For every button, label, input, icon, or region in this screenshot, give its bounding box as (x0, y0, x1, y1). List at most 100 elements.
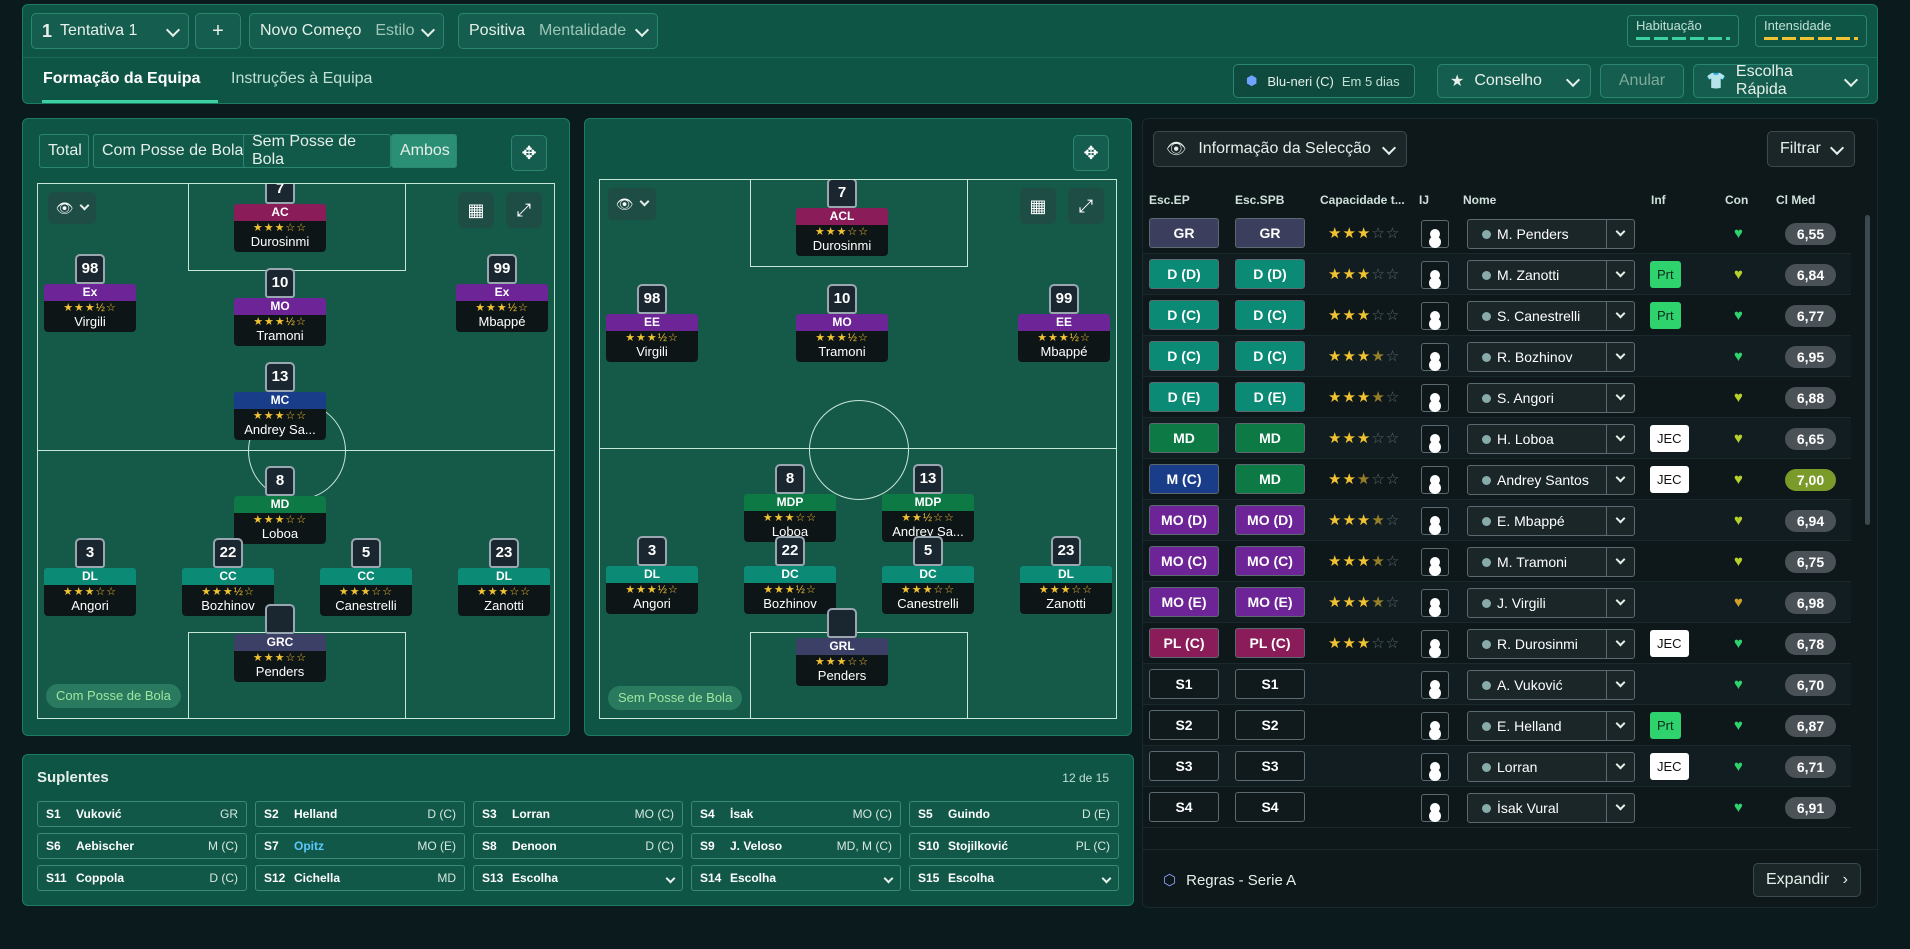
view-toggle-button[interactable]: 👁 (608, 188, 656, 220)
ep-position-button[interactable]: D (E) (1149, 382, 1219, 412)
ep-position-button[interactable]: D (C) (1149, 341, 1219, 371)
player-token[interactable]: 7 ACL ★★★☆☆ Durosinmi (796, 180, 888, 256)
tab-formation[interactable]: Formação da Equipa (43, 70, 201, 87)
next-match-button[interactable]: ⬢ Blu-neri (C) Em 5 dias (1233, 64, 1415, 98)
substitute-slot[interactable]: S13 Escolha (473, 865, 683, 891)
ep-position-button[interactable]: MO (E) (1149, 587, 1219, 617)
header-avg-rating[interactable]: Cl Med (1776, 193, 1816, 207)
table-row[interactable]: MO (D) MO (D) ★★★★☆ E. Mbappé ♥ 6,94 (1143, 500, 1851, 541)
player-name-dropdown[interactable]: S. Canestrelli (1467, 301, 1635, 331)
tactic-dropdown[interactable]: 1 Tentativa 1 (31, 13, 189, 49)
player-token[interactable]: 99 EE ★★★½☆ Mbappé (1018, 284, 1110, 362)
ep-position-button[interactable]: D (C) (1149, 300, 1219, 330)
ep-position-button[interactable]: S2 (1149, 710, 1219, 740)
ep-position-button[interactable]: MO (D) (1149, 505, 1219, 535)
quick-pick-button[interactable]: 👕 Escolha Rápida (1693, 63, 1869, 98)
player-token[interactable]: 8 MD ★★★☆☆ Loboa (234, 466, 326, 544)
ep-position-button[interactable]: MD (1149, 423, 1219, 453)
player-name-dropdown[interactable]: S. Angori (1467, 383, 1635, 413)
spb-position-button[interactable]: GR (1235, 218, 1305, 248)
player-token[interactable]: 13 MC ★★★☆☆ Andrey Sa... (234, 362, 326, 440)
expand-icon[interactable]: ⤢ (1068, 188, 1104, 224)
substitute-slot[interactable]: S14 Escolha (691, 865, 901, 891)
ep-position-button[interactable]: D (D) (1149, 259, 1219, 289)
table-row[interactable]: D (E) D (E) ★★★★☆ S. Angori ♥ 6,88 (1143, 377, 1851, 418)
player-name-dropdown[interactable]: M. Tramoni (1467, 547, 1635, 577)
header-inf[interactable]: Inf (1651, 193, 1666, 207)
player-name-dropdown[interactable]: J. Virgili (1467, 588, 1635, 618)
ep-position-button[interactable]: S1 (1149, 669, 1219, 699)
ep-position-button[interactable]: MO (C) (1149, 546, 1219, 576)
table-row[interactable]: S2 S2 E. Helland Prt ♥ 6,87 (1143, 705, 1851, 746)
spb-position-button[interactable]: S3 (1235, 751, 1305, 781)
player-instructions-button[interactable] (1421, 261, 1449, 289)
table-row[interactable]: GR GR ★★★☆☆ M. Penders ♥ 6,55 (1143, 213, 1851, 254)
player-token[interactable]: 10 MO ★★★½☆ Tramoni (796, 284, 888, 362)
substitute-slot[interactable]: S12 Cichella MD (255, 865, 465, 891)
header-capacity[interactable]: Capacidade t... (1320, 193, 1405, 207)
table-row[interactable]: MO (E) MO (E) ★★★★☆ J. Virgili ♥ 6,98 (1143, 582, 1851, 623)
player-token[interactable]: 22 CC ★★★½☆ Bozhinov (182, 538, 274, 616)
table-row[interactable]: MD MD ★★★☆☆ H. Loboa JEC ♥ 6,65 (1143, 418, 1851, 459)
player-instructions-button[interactable] (1421, 343, 1449, 371)
advice-button[interactable]: ★ Conselho (1437, 64, 1591, 98)
player-name-dropdown[interactable]: M. Penders (1467, 219, 1635, 249)
substitute-slot[interactable]: S7 Opitz MO (E) (255, 833, 465, 859)
compass-icon[interactable]: ✥ (511, 135, 547, 171)
table-row[interactable]: D (C) D (C) ★★★★☆ R. Bozhinov ♥ 6,95 (1143, 336, 1851, 377)
add-tactic-button[interactable]: + (195, 13, 241, 49)
spb-position-button[interactable]: MO (C) (1235, 546, 1305, 576)
header-ep[interactable]: Esc.EP (1149, 193, 1190, 207)
style-dropdown[interactable]: Novo Começo Estilo (249, 13, 444, 49)
player-token[interactable]: 7 AC ★★★☆☆ Durosinmi (234, 184, 326, 252)
substitute-slot[interactable]: S8 Denoon D (C) (473, 833, 683, 859)
player-instructions-button[interactable] (1421, 794, 1449, 822)
player-token[interactable]: 5 CC ★★★☆☆ Canestrelli (320, 538, 412, 616)
player-name-dropdown[interactable]: R. Bozhinov (1467, 342, 1635, 372)
substitute-slot[interactable]: S15 Escolha (909, 865, 1119, 891)
table-row[interactable]: S3 S3 Lorran JEC ♥ 6,71 (1143, 746, 1851, 787)
header-name[interactable]: Nome (1463, 193, 1497, 207)
spb-position-button[interactable]: S2 (1235, 710, 1305, 740)
view-toggle-button[interactable]: 👁 (48, 192, 96, 224)
table-row[interactable]: S1 S1 A. Vuković ♥ 6,70 (1143, 664, 1851, 705)
spb-position-button[interactable]: D (C) (1235, 300, 1305, 330)
expand-icon[interactable]: ⤢ (506, 192, 542, 228)
player-instructions-button[interactable] (1421, 220, 1449, 248)
substitute-slot[interactable]: S9 J. Veloso MD, M (C) (691, 833, 901, 859)
spb-position-button[interactable]: D (E) (1235, 382, 1305, 412)
filter-out-possession[interactable]: Sem Posse de Bola (243, 133, 391, 168)
player-token[interactable]: 99 Ex ★★★½☆ Mbappé (456, 254, 548, 332)
substitute-slot[interactable]: S2 Helland D (C) (255, 801, 465, 827)
player-token[interactable]: 23 DL ★★★☆☆ Zanotti (1020, 536, 1112, 614)
player-token[interactable]: GRC ★★★☆☆ Penders (234, 604, 326, 682)
substitute-slot[interactable]: S4 İsak MO (C) (691, 801, 901, 827)
player-token[interactable]: 13 MDP ★★½☆☆ Andrey Sa... (882, 464, 974, 542)
ep-position-button[interactable]: GR (1149, 218, 1219, 248)
table-row[interactable]: M (C) MD ★★★☆☆ Andrey Santos JEC ♥ 7,00 (1143, 459, 1851, 500)
filter-total[interactable]: Total (39, 134, 89, 168)
filter-both[interactable]: Ambos (391, 134, 457, 168)
player-instructions-button[interactable] (1421, 589, 1449, 617)
tab-instructions[interactable]: Instruções à Equipa (231, 70, 373, 87)
substitute-slot[interactable]: S5 Guindo D (E) (909, 801, 1119, 827)
spb-position-button[interactable]: MD (1235, 464, 1305, 494)
player-token[interactable]: 3 DL ★★★☆☆ Angori (44, 538, 136, 616)
selection-info-dropdown[interactable]: 👁 Informação da Selecção (1153, 131, 1407, 167)
player-instructions-button[interactable] (1421, 425, 1449, 453)
player-name-dropdown[interactable]: Andrey Santos (1467, 465, 1635, 495)
player-instructions-button[interactable] (1421, 466, 1449, 494)
player-name-dropdown[interactable]: A. Vuković (1467, 670, 1635, 700)
table-row[interactable]: S4 S4 İsak Vural ♥ 6,91 (1143, 787, 1851, 828)
player-token[interactable]: 3 DL ★★★½☆ Angori (606, 536, 698, 614)
header-spb[interactable]: Esc.SPB (1235, 193, 1285, 207)
player-instructions-button[interactable] (1421, 384, 1449, 412)
ep-position-button[interactable]: S3 (1149, 751, 1219, 781)
table-row[interactable]: PL (C) PL (C) ★★★☆☆ R. Durosinmi JEC ♥ 6… (1143, 623, 1851, 664)
grid-icon[interactable]: ▦ (1020, 188, 1056, 224)
player-instructions-button[interactable] (1421, 507, 1449, 535)
ep-position-button[interactable]: M (C) (1149, 464, 1219, 494)
player-token[interactable]: 98 EE ★★★½☆ Virgili (606, 284, 698, 362)
undo-button[interactable]: Anular (1600, 64, 1684, 98)
table-row[interactable]: D (D) D (D) ★★★☆☆ M. Zanotti Prt ♥ 6,84 (1143, 254, 1851, 295)
